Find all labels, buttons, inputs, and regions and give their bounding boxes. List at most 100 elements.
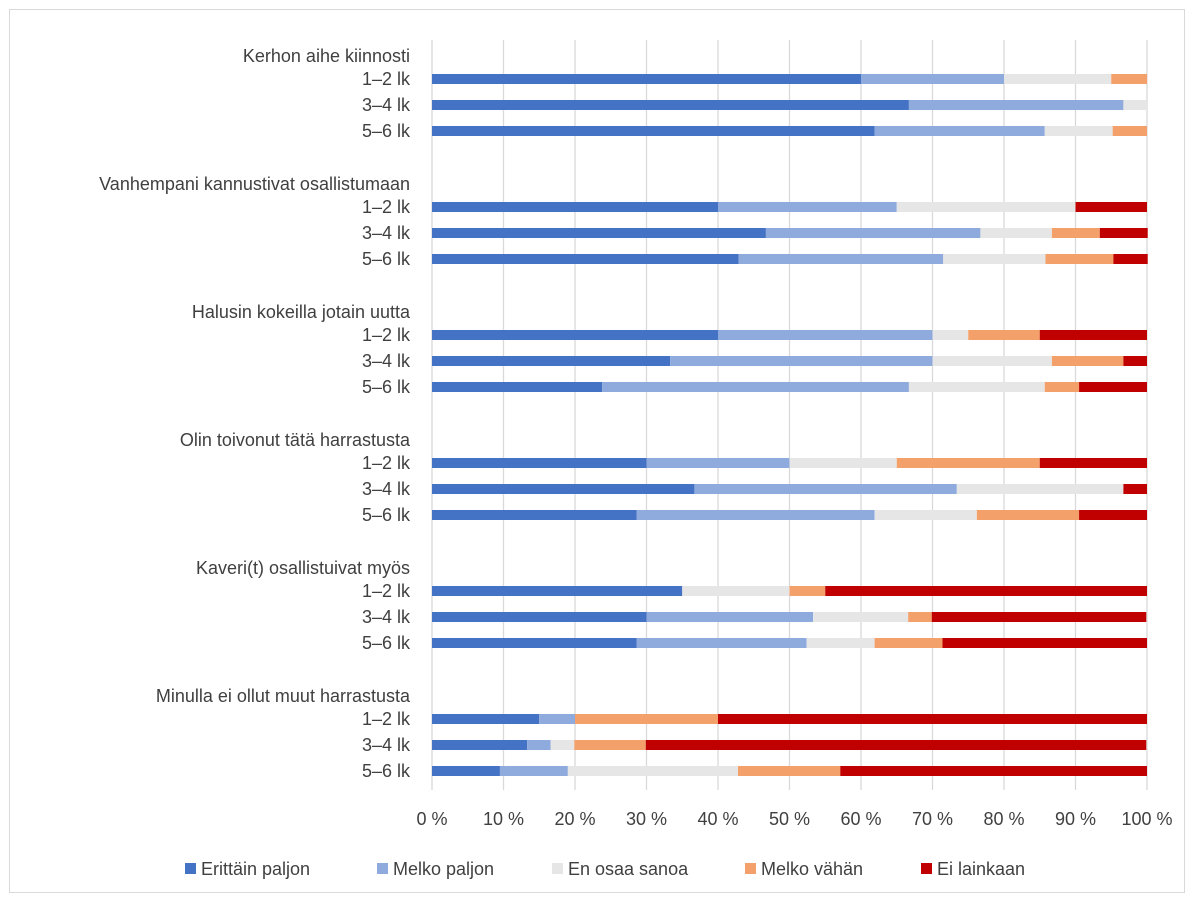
bar-segment (1051, 228, 1100, 238)
group-title: Kaveri(t) osallistuivat myös (196, 558, 410, 578)
bar-segment (1111, 74, 1147, 84)
legend-swatch (552, 863, 563, 874)
bar-segment (806, 638, 875, 648)
bar-segment (931, 612, 1147, 622)
bar-segment (527, 740, 551, 750)
bar-segment (432, 612, 647, 622)
row-label: 5–6 lk (362, 505, 411, 525)
bar-segment (874, 510, 977, 520)
bar-segment (432, 714, 540, 724)
bar-segment (645, 740, 1147, 750)
row-label: 3–4 lk (362, 735, 411, 755)
bar-segment (1044, 382, 1080, 392)
bar-segment (789, 586, 826, 596)
bar-segment (1123, 484, 1147, 494)
row-label: 5–6 lk (362, 121, 411, 141)
legend-label: Melko paljon (393, 859, 494, 879)
x-tick-label: 10 % (483, 809, 524, 829)
bar-segment (1004, 74, 1112, 84)
bar-segment (861, 74, 1004, 84)
bar-segment (432, 126, 875, 136)
x-tick-label: 60 % (840, 809, 881, 829)
legend-label: En osaa sanoa (568, 859, 689, 879)
bar-segment (432, 586, 683, 596)
bar-segment (942, 638, 1147, 648)
bar-segment (432, 458, 647, 468)
bar-segment (1075, 202, 1147, 212)
legend-label: Erittäin paljon (201, 859, 310, 879)
row-label: 3–4 lk (362, 479, 411, 499)
bar-segment (636, 510, 875, 520)
legend-swatch (745, 863, 756, 874)
bar-segment (432, 100, 909, 110)
bar-segment (956, 484, 1124, 494)
bar-segment (694, 484, 957, 494)
bar-segment (1123, 100, 1147, 110)
bar-segment (968, 330, 1040, 340)
bar-segment (432, 356, 671, 366)
legend-label: Melko vähän (761, 859, 863, 879)
bar-segment (432, 330, 718, 340)
x-tick-label: 70 % (912, 809, 953, 829)
bars (432, 74, 1148, 776)
bar-segment (432, 74, 861, 84)
bar-segment (1123, 356, 1147, 366)
row-label: 3–4 lk (362, 351, 411, 371)
bar-segment (432, 202, 718, 212)
bar-segment (1079, 510, 1147, 520)
bar-segment (574, 740, 646, 750)
bar-segment (670, 356, 933, 366)
x-tick-label: 100 % (1121, 809, 1172, 829)
legend: Erittäin paljon Melko paljon En osaa sanoa… (185, 859, 1025, 879)
bar-segment (432, 254, 739, 264)
bar-segment (943, 254, 1046, 264)
row-label: 3–4 lk (362, 95, 411, 115)
x-tick-label: 80 % (983, 809, 1024, 829)
group-title: Halusin kokeilla jotain uutta (192, 302, 411, 322)
bar-segment (432, 740, 528, 750)
bar-segment (646, 458, 790, 468)
row-label: 5–6 lk (362, 377, 411, 397)
row-label: 1–2 lk (362, 581, 411, 601)
x-tick-label: 20 % (554, 809, 595, 829)
bar-segment (1044, 126, 1113, 136)
bar-segment (575, 714, 718, 724)
bar-segment (908, 382, 1045, 392)
bar-segment (682, 586, 790, 596)
row-label: 3–4 lk (362, 223, 411, 243)
bar-segment (896, 202, 1076, 212)
bar-segment (499, 766, 568, 776)
bar-segment (840, 766, 1147, 776)
bar-segment (539, 714, 575, 724)
bar-segment (567, 766, 739, 776)
bar-segment (1039, 330, 1147, 340)
bar-segment (980, 228, 1052, 238)
bar-segment (432, 484, 695, 494)
bar-segment (602, 382, 909, 392)
bar-segment (932, 330, 969, 340)
bar-segment (908, 100, 1124, 110)
bar-segment (738, 254, 944, 264)
bar-segment (1112, 126, 1147, 136)
bar-segment (1051, 356, 1124, 366)
legend-swatch (185, 863, 196, 874)
bar-segment (1099, 228, 1148, 238)
bar-segment (1079, 382, 1147, 392)
bar-segment (789, 458, 897, 468)
row-label: 5–6 lk (362, 633, 411, 653)
category-labels: Kerhon aihe kiinnosti 1–2 lk 3–4 lk 5–6 lk V… (99, 46, 411, 781)
group-title: Vanhempani kannustivat osallistumaan (99, 174, 410, 194)
bar-segment (765, 228, 981, 238)
bar-segment (874, 638, 943, 648)
legend-label: Ei lainkaan (937, 859, 1025, 879)
bar-segment (825, 586, 1147, 596)
row-label: 1–2 lk (362, 325, 411, 345)
bar-segment (646, 612, 814, 622)
x-tick-label: 0 % (416, 809, 447, 829)
bar-segment (1045, 254, 1114, 264)
row-label: 1–2 lk (362, 709, 411, 729)
group-title: Olin toivonut tätä harrastusta (180, 430, 411, 450)
bar-segment (813, 612, 909, 622)
bar-segment (636, 638, 807, 648)
